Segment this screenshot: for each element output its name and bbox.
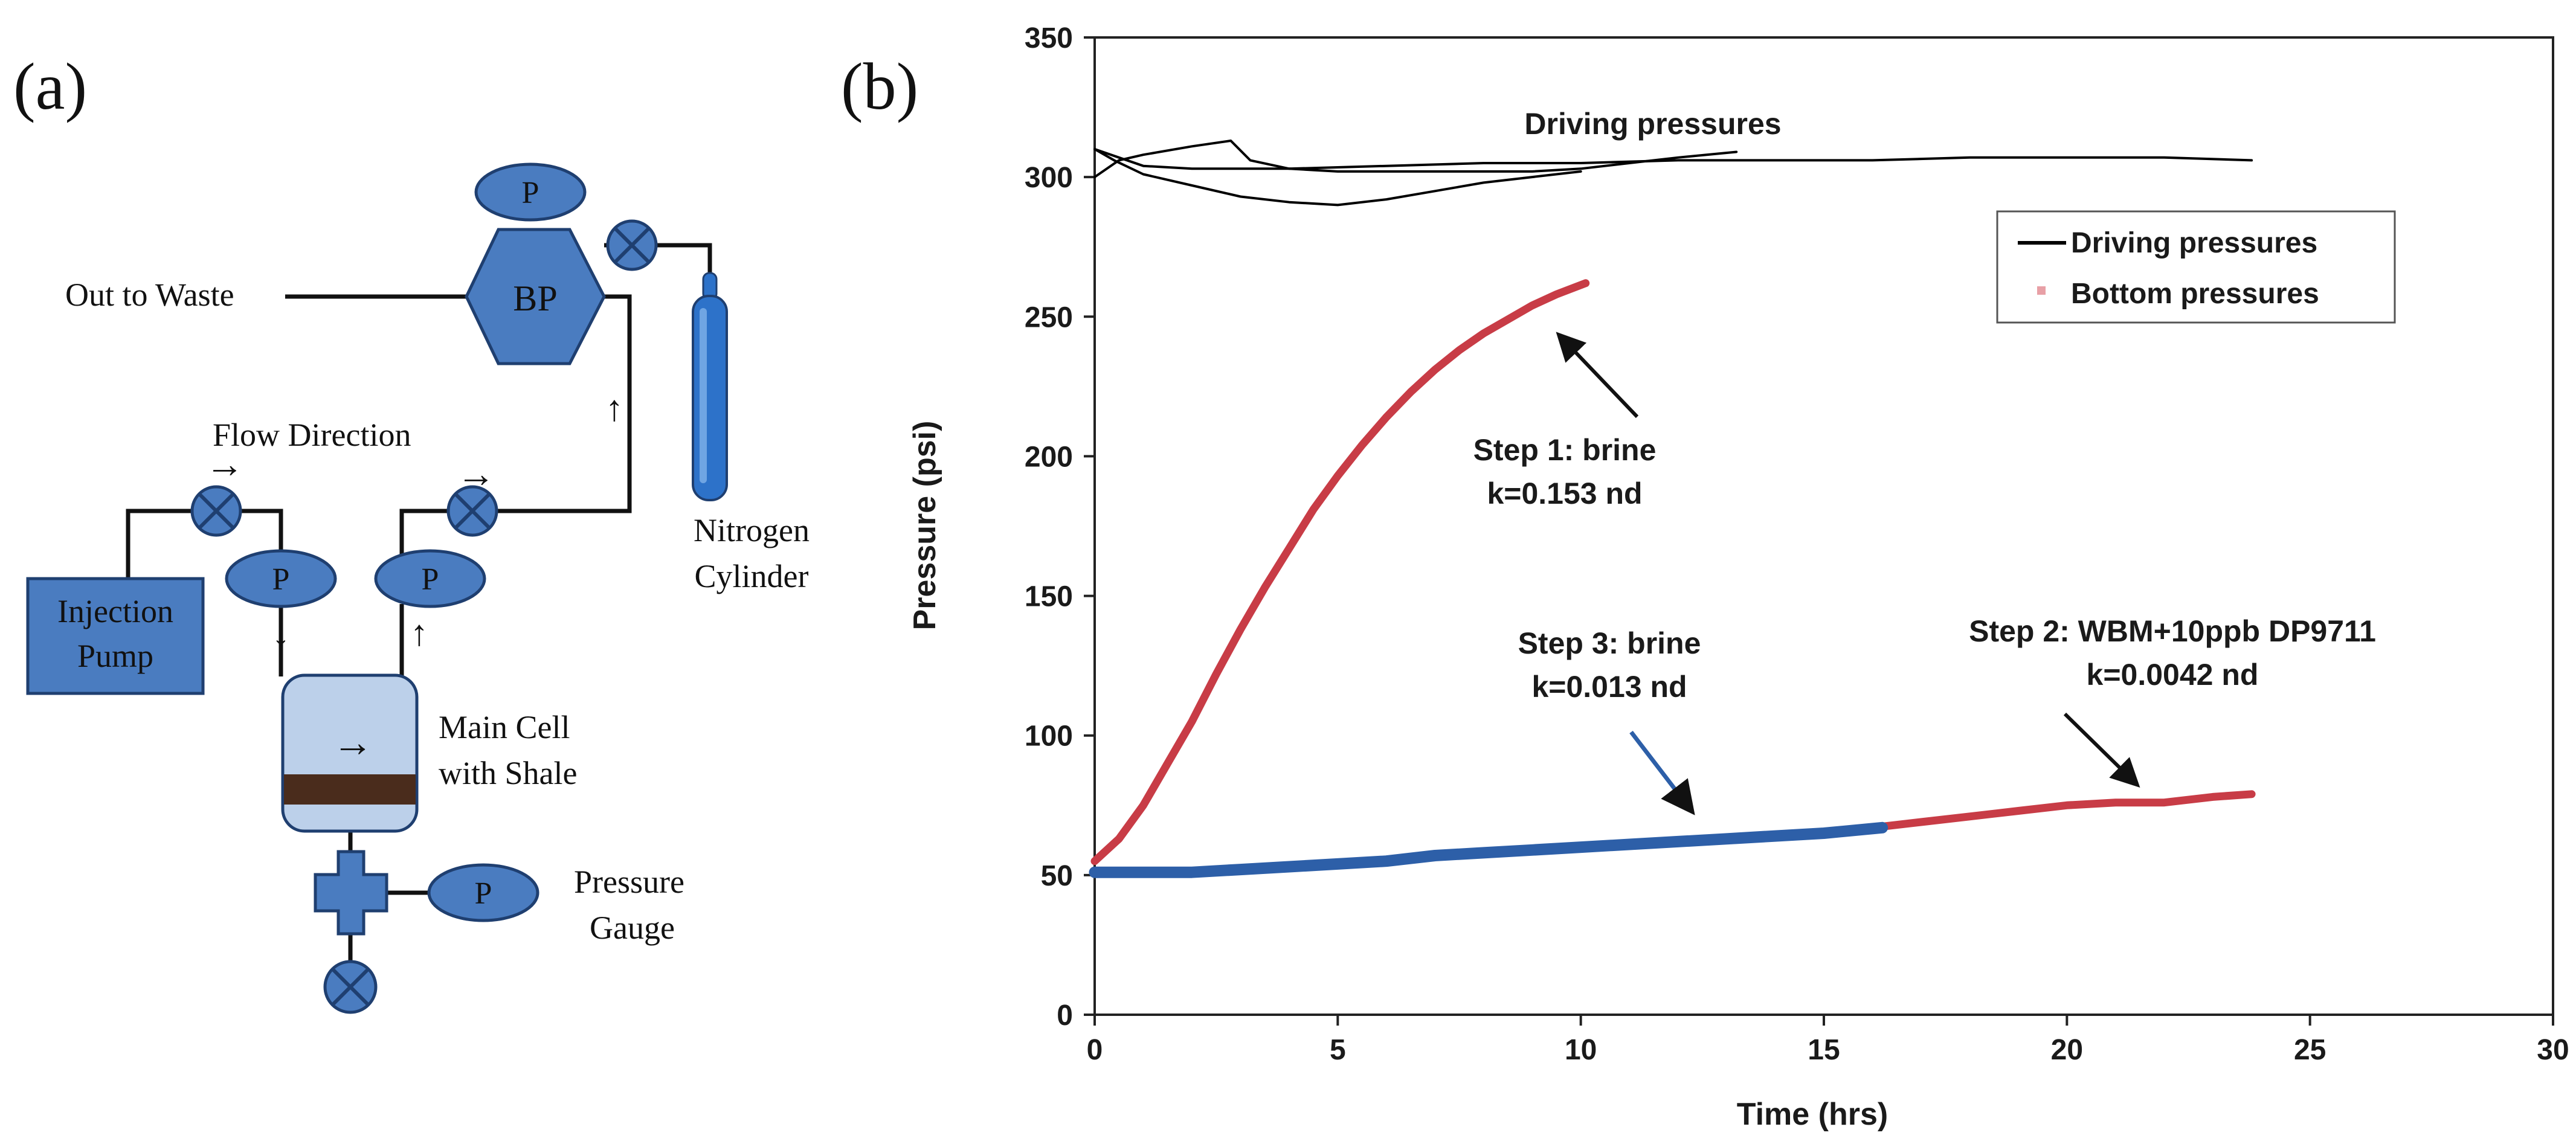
- back-pressure-regulator: [465, 228, 606, 365]
- y-tick-label: 250: [1025, 301, 1073, 333]
- x-axis-label: Time (hrs): [1737, 1097, 1888, 1132]
- outlet-gauge-symbol: P: [422, 562, 439, 597]
- annotation-step2-line1: Step 2: WBM+10ppb DP9711: [1969, 614, 2376, 648]
- pump-label-line2: Pump: [77, 638, 153, 674]
- series-line-driving-0: [1093, 147, 1582, 207]
- annotation-step1-arrow: [1556, 332, 1639, 419]
- inlet-gauge-symbol: P: [272, 562, 290, 597]
- panel-a-schematic: (a) BP P: [13, 50, 810, 1014]
- outlet-to-valve-line: [399, 509, 450, 562]
- nitrogen-label-line2: Cylinder: [695, 558, 809, 594]
- pump-to-gauge-line: [239, 509, 283, 562]
- annotation-step2-arrow: [2063, 712, 2140, 788]
- panel-b-label: (b): [841, 50, 918, 123]
- main-cell: [281, 673, 419, 833]
- legend-bottom-label: Bottom pressures: [2071, 278, 2319, 310]
- cell-flow-arrow-icon: →: [332, 719, 373, 765]
- nitrogen-label-line1: Nitrogen: [694, 512, 810, 548]
- gauge-label-line1: Pressure: [574, 864, 684, 900]
- bp-gauge-symbol: P: [522, 176, 539, 210]
- return-line: [495, 294, 632, 513]
- bottom-valve: [323, 960, 378, 1014]
- annotation-step3-line2: k=0.013 nd: [1531, 670, 1687, 704]
- y-tick-label: 0: [1057, 1000, 1073, 1032]
- series-line-driving-2: [1093, 147, 2253, 170]
- legend-box: [1996, 210, 2396, 324]
- annotation-step3-arrow: [1629, 730, 1695, 815]
- y-tick-label: 200: [1025, 441, 1073, 473]
- flow-direction-label: Flow Direction: [213, 417, 411, 453]
- series-line-bottom-4: [1869, 790, 2256, 832]
- annotation-step3-line1: Step 3: brine: [1518, 626, 1701, 660]
- legend-bottom-swatch: [2037, 286, 2046, 295]
- legend-driving-label: Driving pressures: [2071, 227, 2317, 259]
- y-tick-label: 100: [1025, 721, 1073, 753]
- x-tick-label: 20: [2051, 1034, 2083, 1066]
- bp-pressure-gauge: [474, 162, 587, 222]
- x-tick-label: 10: [1565, 1034, 1597, 1066]
- x-tick-label: 15: [1808, 1034, 1840, 1066]
- panel-b-chart: (b) 0 50 100 150 200 250 300 350 0 5 10 15 20 25 30 T…: [841, 22, 2569, 1132]
- flow-arrow-icon-outlet-up: ↑: [410, 613, 428, 653]
- nitrogen-cylinder: [692, 272, 728, 501]
- series-line-bottom-3: [1090, 279, 1590, 866]
- cell-label-line2: with Shale: [439, 755, 577, 791]
- annotation-step1-line2: k=0.153 nd: [1487, 477, 1642, 510]
- x-tick-label: 0: [1087, 1034, 1103, 1066]
- annotation-step1-line1: Step 1: brine: [1473, 433, 1657, 467]
- series-layer: [1089, 140, 2256, 878]
- pump-line: [126, 509, 193, 579]
- cross-fitting: [314, 850, 388, 936]
- cell-label-line1: Main Cell: [439, 709, 570, 745]
- bp-label: BP: [513, 278, 557, 318]
- panel-a-label: (a): [13, 50, 87, 123]
- injection-pump: [26, 577, 205, 695]
- x-tick-label: 30: [2537, 1034, 2569, 1066]
- flow-arrow-icon-return: ↑: [605, 388, 623, 428]
- y-tick-label: 150: [1025, 581, 1073, 613]
- gauge-label-line2: Gauge: [590, 910, 675, 946]
- y-axis-label: Pressure (psi): [907, 421, 942, 631]
- nitrogen-valve: [606, 219, 658, 271]
- outlet-valve: [446, 485, 498, 537]
- legend: Driving pressures Bottom pressures: [1996, 210, 2396, 324]
- out-to-waste-label: Out to Waste: [65, 277, 234, 313]
- bottom-pressure-gauge: [427, 863, 539, 922]
- x-tick-label: 25: [2294, 1034, 2326, 1066]
- y-tick-label: 350: [1025, 22, 1073, 54]
- nitrogen-line: [655, 243, 712, 277]
- pump-label-line1: Injection: [57, 593, 173, 629]
- series-line-step3-5: [1089, 821, 1889, 878]
- flow-arrow-icon-pump: →: [205, 443, 244, 486]
- inlet-pressure-gauge: [225, 549, 337, 608]
- annotation-step2-line2: k=0.0042 nd: [2087, 658, 2259, 692]
- y-axis-ticks: 0 50 100 150 200 250 300 350: [1025, 22, 1095, 1032]
- x-axis-ticks: 0 5 10 15 20 25 30: [1087, 1015, 2569, 1066]
- bottom-gauge-symbol: P: [475, 876, 492, 911]
- x-tick-label: 5: [1330, 1034, 1346, 1066]
- pump-valve: [190, 485, 242, 537]
- y-tick-label: 300: [1025, 162, 1073, 194]
- series-line-driving-1: [1093, 140, 1738, 179]
- annotation-driving-pressures: Driving pressures: [1524, 107, 1781, 141]
- y-tick-label: 50: [1041, 860, 1073, 892]
- flow-arrow-icon-inlet: ↓: [272, 613, 290, 653]
- outlet-pressure-gauge: [374, 549, 486, 608]
